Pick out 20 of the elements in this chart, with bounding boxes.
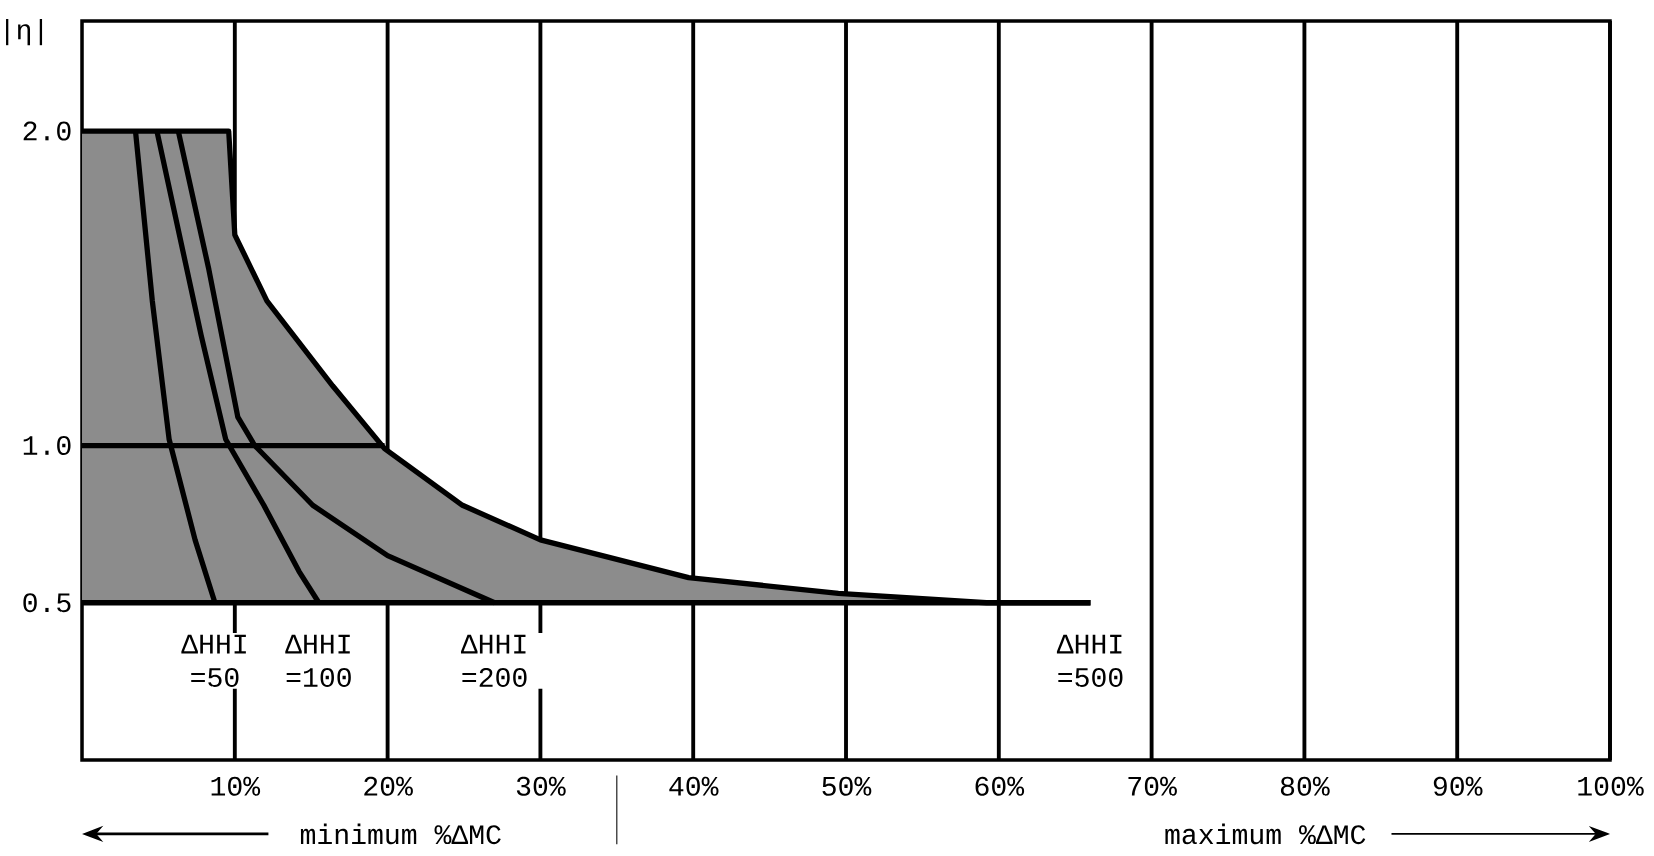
series-label: ΔHHI =500 [1056, 634, 1123, 688]
series-label: ΔHHI =200 [460, 634, 527, 688]
y-tick-label: 1.0 [23, 435, 71, 456]
series-label: ΔHHI =50 [181, 634, 246, 688]
x-tick-label: 90% [1433, 776, 1483, 796]
x-tick-label: 60% [975, 776, 1025, 796]
x-tick-label: 50% [822, 776, 872, 796]
x-tick-label: 80% [1280, 776, 1330, 796]
y-axis-title: |η| [6, 18, 43, 46]
x-tick-label: 100% [1578, 776, 1644, 796]
text: maximum %ΔMC [1165, 823, 1366, 845]
x-tick-label: 20% [364, 776, 413, 796]
x-tick-label: 70% [1128, 776, 1177, 796]
series-label: ΔHHI =100 [285, 634, 351, 688]
x-tick-label: 30% [516, 776, 566, 796]
y-tick-label: 0.5 [23, 593, 71, 613]
text: minimum %ΔMC [300, 823, 501, 845]
x-tick-label: 40% [669, 776, 719, 796]
y-tick-label: 2.0 [23, 121, 71, 141]
x-tick-label: 10% [211, 776, 261, 796]
